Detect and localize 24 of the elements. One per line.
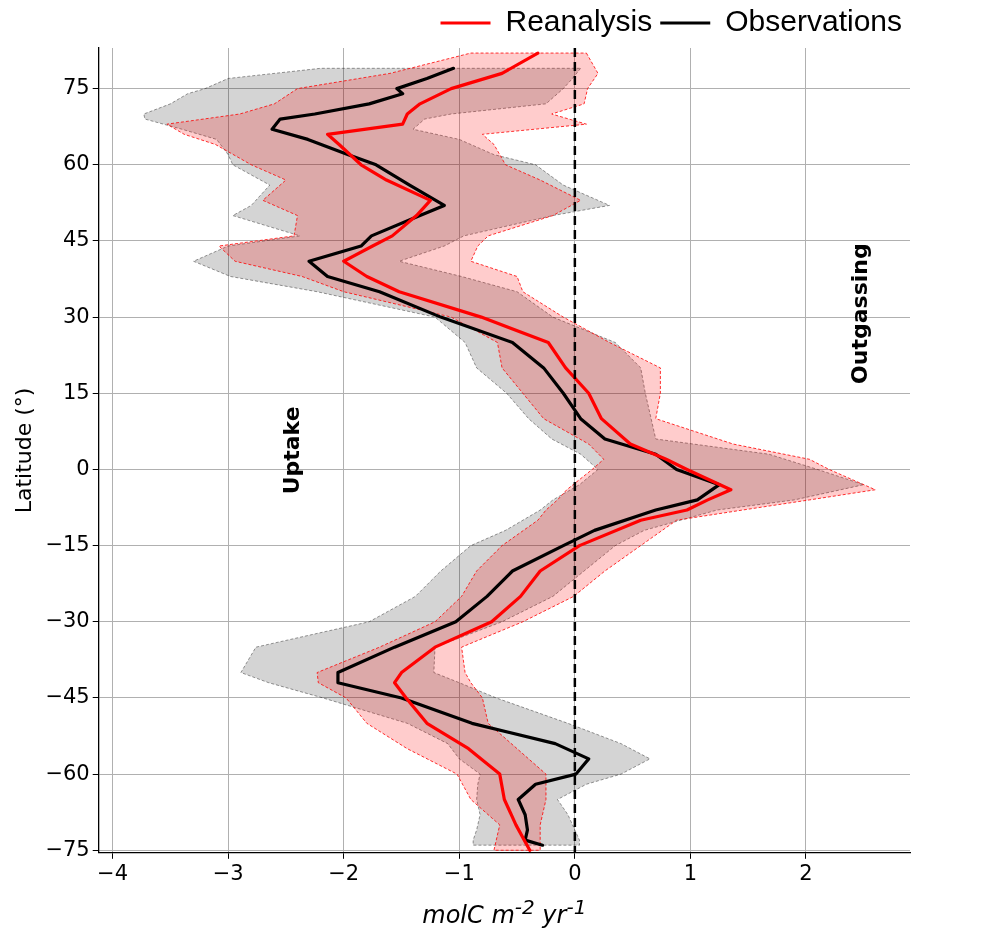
y-axis-title: Latitude (°) [10, 387, 36, 514]
y-tick-label: 60 [62, 151, 90, 176]
x-tick-label: 1 [683, 860, 698, 885]
annotation: Outgassing [847, 243, 873, 384]
x-tick-label: −3 [212, 860, 244, 885]
y-tick-label: 15 [62, 379, 90, 404]
y-tick-label: 0 [76, 455, 90, 480]
y-tick-label: −75 [45, 836, 90, 861]
y-tick-label: −45 [45, 684, 90, 709]
x-tick-label: 2 [799, 860, 813, 885]
y-tick-label: −60 [45, 760, 90, 785]
legend-label: Observations [725, 4, 902, 38]
y-tick-label: 45 [62, 227, 90, 252]
x-tick-label: 0 [568, 860, 582, 885]
y-tick-label: 75 [62, 75, 90, 100]
y-tick-label: −30 [45, 608, 90, 633]
y-tick-label: −15 [45, 532, 90, 557]
x-axis-title: molC m$^{-2}$ yr$^{-1}$ [422, 895, 587, 929]
legend-label: Reanalysis [505, 4, 653, 38]
x-tick-label: −2 [328, 860, 360, 885]
annotation: Uptake [279, 406, 305, 495]
x-tick-label: −1 [443, 860, 475, 885]
y-tick-label: 30 [62, 303, 90, 328]
x-tick-label: −4 [97, 860, 129, 885]
